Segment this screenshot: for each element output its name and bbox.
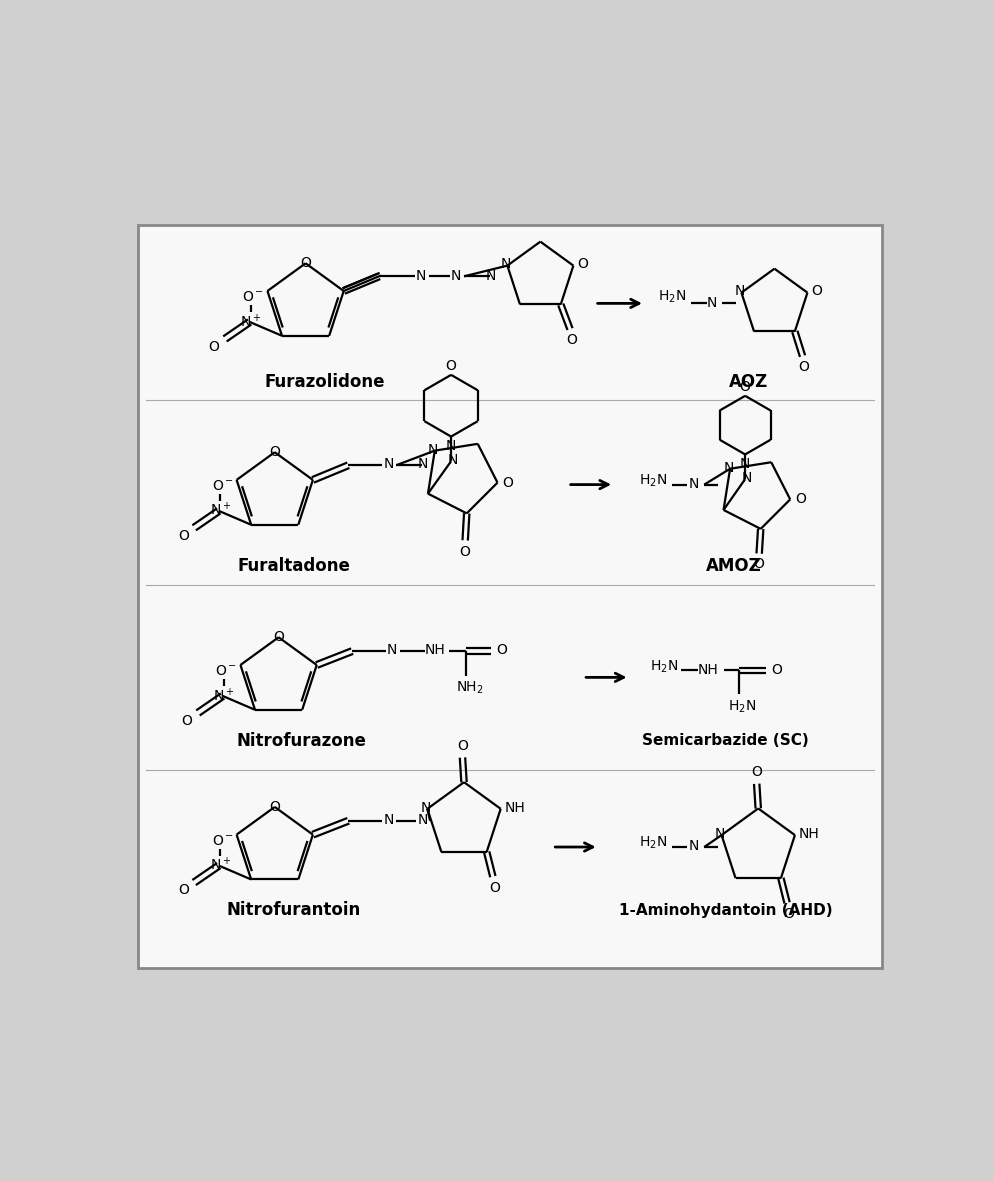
Text: O: O (770, 663, 781, 677)
Text: N: N (447, 454, 457, 468)
Text: N: N (416, 813, 427, 827)
Text: N: N (415, 268, 425, 282)
Text: Nitrofurazone: Nitrofurazone (237, 731, 367, 750)
Text: H$_2$N: H$_2$N (657, 289, 685, 306)
Text: O: O (269, 800, 280, 814)
Text: O: O (496, 644, 507, 658)
Text: N: N (383, 457, 394, 471)
Text: O: O (459, 544, 470, 559)
Text: O: O (269, 445, 280, 459)
Text: O: O (750, 765, 761, 779)
Text: O: O (739, 379, 749, 393)
Text: O$^-$: O$^-$ (212, 834, 234, 848)
Text: N: N (688, 840, 698, 853)
Text: 1-Aminohydantoin (AHD): 1-Aminohydantoin (AHD) (618, 902, 832, 918)
Text: Nitrofurantoin: Nitrofurantoin (227, 901, 361, 919)
Text: N: N (417, 457, 427, 471)
Text: H$_2$N: H$_2$N (638, 472, 666, 489)
Text: H$_2$N: H$_2$N (649, 658, 678, 674)
FancyBboxPatch shape (138, 224, 881, 968)
Text: N: N (445, 439, 456, 452)
Text: H$_2$N: H$_2$N (728, 698, 755, 715)
Text: N: N (706, 295, 717, 309)
Text: N: N (714, 828, 725, 841)
Text: Semicarbazide (SC): Semicarbazide (SC) (642, 733, 808, 748)
Text: N: N (420, 801, 430, 815)
Text: N: N (485, 268, 496, 282)
Text: O: O (300, 256, 311, 270)
Text: O: O (273, 631, 283, 645)
Text: AOZ: AOZ (729, 373, 767, 391)
Text: N: N (723, 461, 733, 475)
Text: O: O (577, 257, 587, 272)
Text: NH: NH (423, 644, 444, 658)
Text: O: O (445, 359, 456, 373)
Text: N: N (500, 257, 511, 272)
Text: N$^+$: N$^+$ (214, 686, 235, 704)
Text: O: O (782, 907, 793, 921)
Text: O: O (456, 739, 467, 753)
Text: O: O (209, 340, 220, 353)
Text: O$^-$: O$^-$ (243, 291, 264, 305)
Text: O$^-$: O$^-$ (216, 664, 238, 678)
Text: N: N (450, 268, 461, 282)
Text: O: O (753, 557, 763, 572)
Text: NH: NH (697, 663, 718, 677)
Text: O: O (794, 492, 805, 507)
Text: NH: NH (797, 828, 818, 841)
Text: O$^-$: O$^-$ (212, 479, 234, 494)
Text: H$_2$N: H$_2$N (638, 835, 666, 852)
Text: O: O (182, 713, 193, 727)
Text: N: N (383, 813, 394, 827)
Text: N: N (741, 471, 751, 485)
Text: O: O (178, 883, 189, 898)
Text: N$^+$: N$^+$ (210, 856, 231, 874)
Text: N: N (740, 457, 749, 471)
Text: O: O (178, 529, 189, 542)
Text: N: N (688, 477, 698, 491)
Text: N$^+$: N$^+$ (210, 502, 231, 518)
Text: Furaltadone: Furaltadone (238, 556, 350, 575)
Text: N: N (734, 285, 745, 298)
Text: N: N (387, 644, 397, 658)
Text: N$^+$: N$^+$ (241, 313, 261, 329)
Text: Furazolidone: Furazolidone (264, 373, 385, 391)
Text: O: O (798, 360, 809, 374)
Text: NH: NH (504, 801, 525, 815)
Text: NH$_2$: NH$_2$ (455, 679, 483, 696)
Text: O: O (810, 285, 821, 298)
Text: O: O (502, 476, 513, 490)
Text: AMOZ: AMOZ (705, 556, 760, 575)
Text: O: O (488, 881, 499, 895)
Text: O: O (566, 333, 577, 347)
Text: N: N (427, 443, 438, 457)
